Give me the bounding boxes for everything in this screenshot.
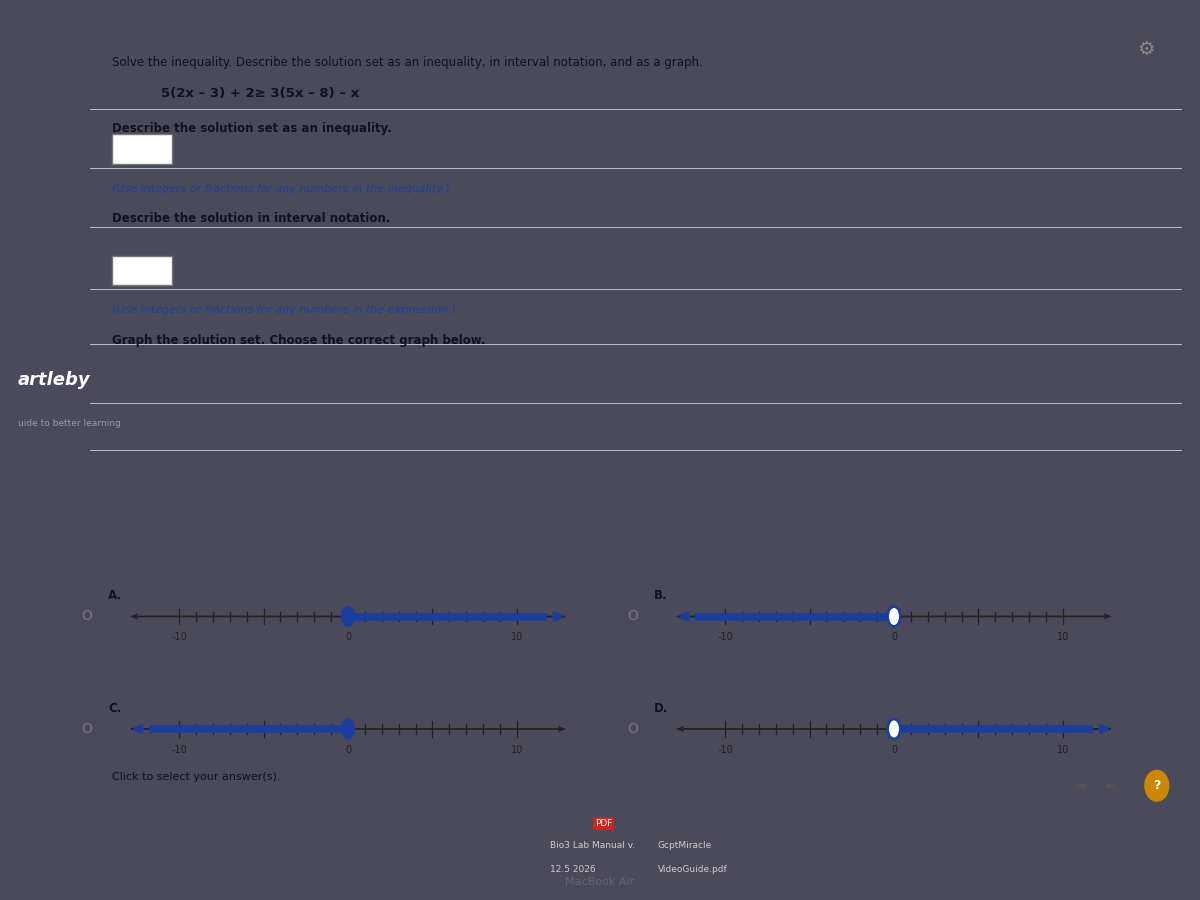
Text: 0: 0 bbox=[344, 745, 352, 755]
Text: O: O bbox=[626, 722, 637, 736]
Text: (Use integers or fractions for any numbers in the inequality.): (Use integers or fractions for any numbe… bbox=[112, 184, 450, 194]
Text: A.: A. bbox=[108, 589, 122, 602]
Text: artleby: artleby bbox=[18, 371, 91, 389]
Text: O: O bbox=[80, 722, 91, 736]
Text: Describe the solution in interval notation.: Describe the solution in interval notati… bbox=[112, 212, 390, 225]
Text: 0: 0 bbox=[344, 632, 352, 643]
Text: VideoGuide.pdf: VideoGuide.pdf bbox=[658, 865, 727, 874]
Text: MacBook Air: MacBook Air bbox=[565, 877, 635, 887]
Circle shape bbox=[888, 607, 900, 626]
Text: ⚙: ⚙ bbox=[1138, 40, 1154, 59]
Text: Bio3 Lab Manual v.: Bio3 Lab Manual v. bbox=[550, 841, 635, 850]
Text: -10: -10 bbox=[718, 745, 733, 755]
Text: -10: -10 bbox=[172, 745, 187, 755]
Text: 10: 10 bbox=[511, 745, 523, 755]
Text: Describe the solution set as an inequality.: Describe the solution set as an inequali… bbox=[112, 122, 391, 135]
Text: -10: -10 bbox=[718, 632, 733, 643]
Text: Click to select your answer(s).: Click to select your answer(s). bbox=[112, 772, 281, 782]
Text: -10: -10 bbox=[172, 632, 187, 643]
Text: 0: 0 bbox=[890, 745, 898, 755]
Text: Solve the inequality. Describe the solution set as an inequality, in interval no: Solve the inequality. Describe the solut… bbox=[112, 56, 702, 68]
Text: D.: D. bbox=[654, 701, 668, 715]
Text: 5(2x – 3) + 2≥ 3(5x – 8) – x: 5(2x – 3) + 2≥ 3(5x – 8) – x bbox=[161, 87, 359, 100]
Circle shape bbox=[888, 719, 900, 739]
Text: ◄: ◄ bbox=[1074, 779, 1085, 792]
Circle shape bbox=[342, 607, 354, 626]
Text: O: O bbox=[626, 609, 637, 624]
Text: ►: ► bbox=[1105, 779, 1116, 792]
Text: (Use integers or fractions for any numbers in the expression.): (Use integers or fractions for any numbe… bbox=[112, 305, 456, 315]
Text: ?: ? bbox=[1153, 779, 1160, 792]
Text: O: O bbox=[80, 609, 91, 624]
Text: 10: 10 bbox=[1057, 632, 1069, 643]
Text: B.: B. bbox=[654, 589, 668, 602]
Circle shape bbox=[1145, 770, 1169, 801]
Text: 10: 10 bbox=[511, 632, 523, 643]
Text: Graph the solution set. Choose the correct graph below.: Graph the solution set. Choose the corre… bbox=[112, 334, 485, 346]
Text: uide to better learning: uide to better learning bbox=[18, 418, 121, 427]
Text: GcptMiracle: GcptMiracle bbox=[658, 841, 712, 850]
Text: 10: 10 bbox=[1057, 745, 1069, 755]
FancyBboxPatch shape bbox=[112, 256, 172, 285]
Text: PDF: PDF bbox=[595, 819, 612, 828]
Text: C.: C. bbox=[108, 701, 121, 715]
FancyBboxPatch shape bbox=[112, 134, 172, 164]
Text: 0: 0 bbox=[890, 632, 898, 643]
Circle shape bbox=[342, 719, 354, 739]
Text: 12.5 2026: 12.5 2026 bbox=[550, 865, 595, 874]
